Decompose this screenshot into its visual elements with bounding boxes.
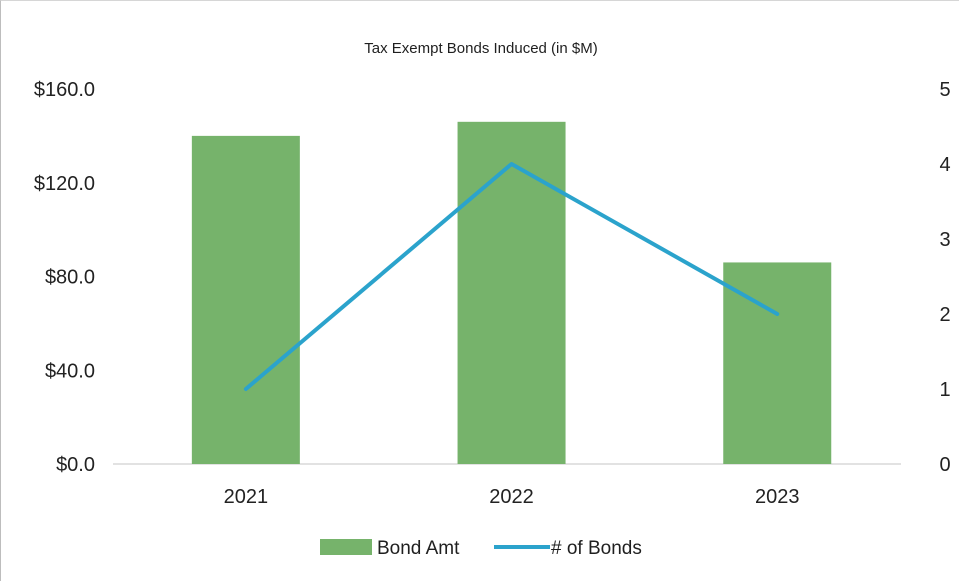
x-tick-label: 2021	[224, 486, 269, 508]
bar	[457, 121, 566, 464]
series-line	[243, 162, 780, 391]
right-tick-label: 3	[939, 229, 950, 251]
x-tick-label: 2022	[489, 486, 534, 508]
bar-series	[191, 121, 832, 464]
chart-title: Tax Exempt Bonds Induced (in $M)	[364, 40, 597, 57]
left-tick-label: $0.0	[56, 454, 95, 476]
x-axis: 2021 2022 2023	[224, 486, 800, 508]
left-axis: $0.0 $40.0 $80.0 $120.0 $160.0	[34, 79, 95, 476]
legend-label: # of Bonds	[551, 538, 642, 559]
right-tick-label: 2	[939, 304, 950, 326]
legend-label: Bond Amt	[377, 538, 460, 559]
line-series	[243, 162, 780, 391]
left-tick-label: $120.0	[34, 173, 95, 195]
x-tick-label: 2023	[755, 486, 800, 508]
right-tick-label: 5	[939, 79, 950, 101]
left-tick-label: $80.0	[45, 267, 95, 289]
right-tick-label: 1	[939, 379, 950, 401]
left-tick-label: $40.0	[45, 360, 95, 382]
legend: Bond Amt # of Bonds	[320, 538, 642, 559]
right-tick-label: 0	[939, 454, 950, 476]
bar	[191, 135, 300, 464]
right-axis: 0 1 2 3 4 5	[939, 79, 950, 476]
bar	[723, 262, 832, 464]
left-tick-label: $160.0	[34, 79, 95, 101]
legend-swatch-bar	[320, 539, 372, 555]
right-tick-label: 4	[939, 154, 950, 176]
